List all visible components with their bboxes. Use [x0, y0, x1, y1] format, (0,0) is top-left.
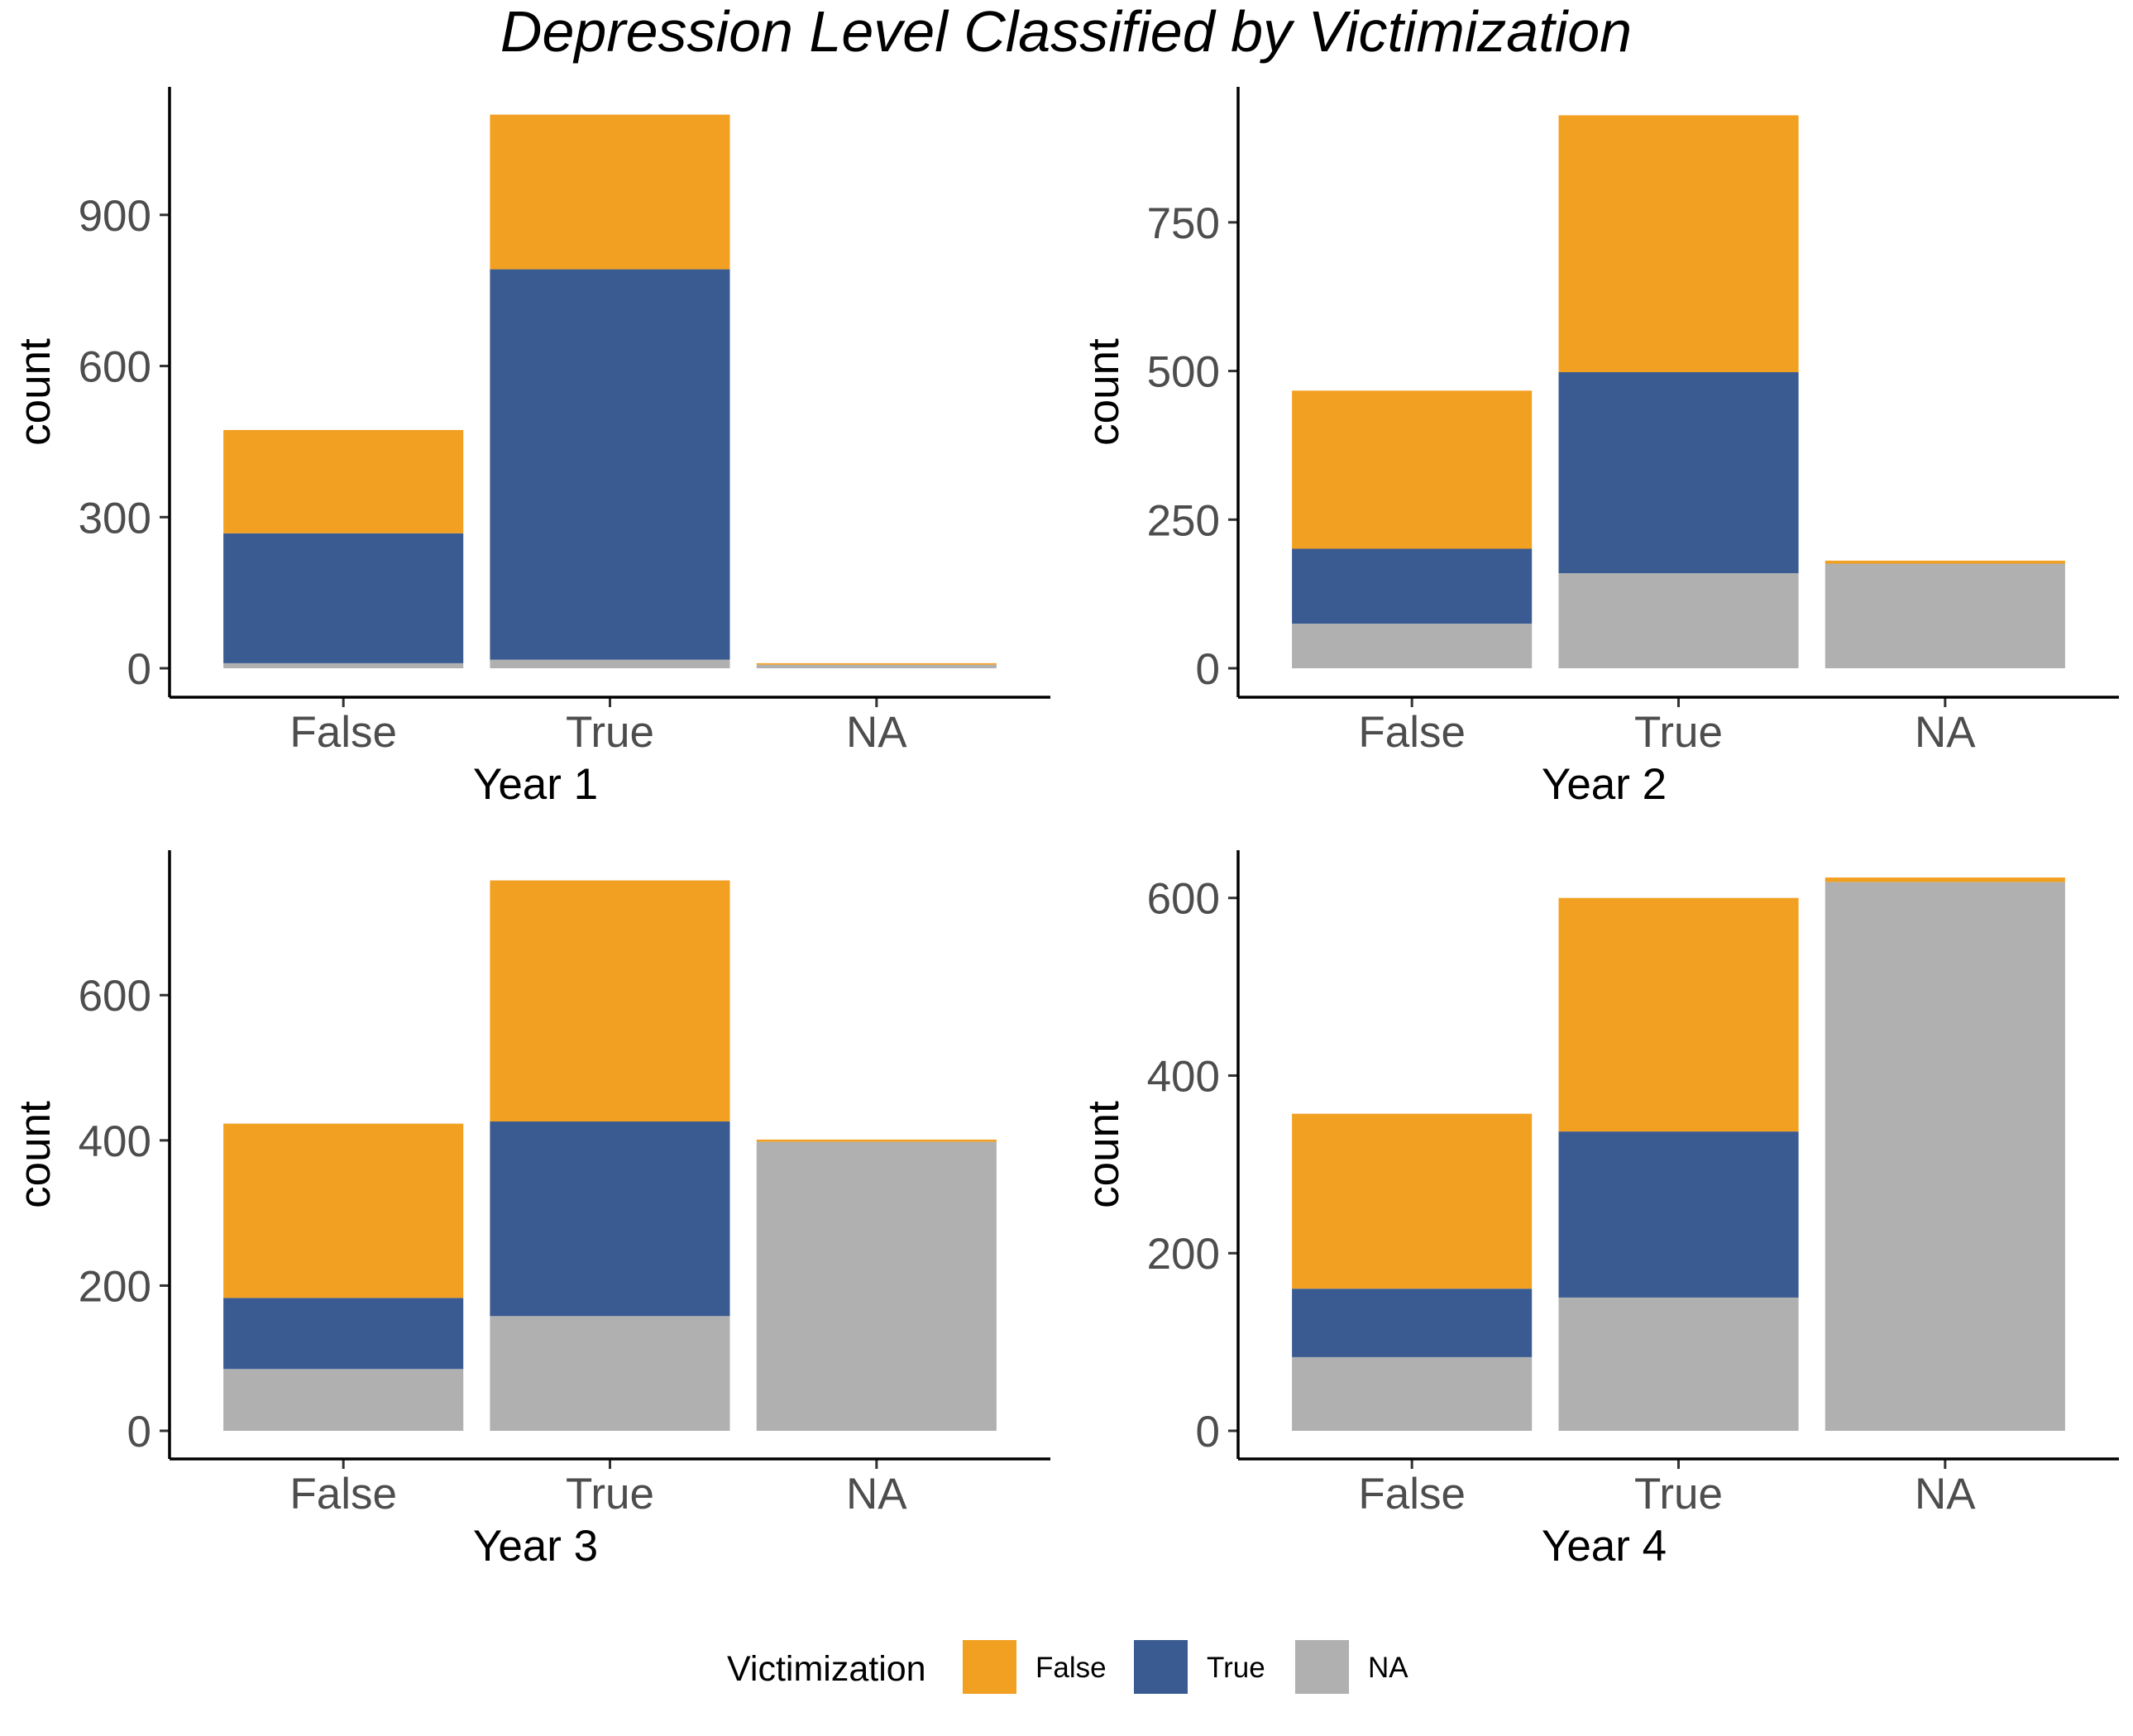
- y-tick-label: 300: [79, 494, 151, 543]
- bar-segment-na-na: [756, 1141, 997, 1431]
- x-tick-label: True: [566, 1470, 654, 1518]
- y-tick-label: 600: [1147, 875, 1220, 924]
- x-axis-title: Year 1: [473, 760, 598, 809]
- panel-2: False True NA 0 250 500 750 count Year 2: [1079, 87, 2119, 809]
- bar-segment-na-na: [1825, 563, 2065, 668]
- y-axis-title: count: [11, 338, 60, 446]
- bar-segment-true-na: [1558, 1297, 1799, 1431]
- chart-panels: False True NA 0 300 600 900 count Year 1 False Tru…: [11, 87, 2119, 1571]
- x-tick-label: False: [289, 1470, 397, 1518]
- y-tick-label: 600: [79, 343, 151, 392]
- bar-segment-false-true: [223, 533, 464, 663]
- bar-segment-false-true: [1292, 548, 1533, 624]
- x-tick-label: True: [566, 708, 654, 757]
- bar-segment-false-false: [1292, 390, 1533, 549]
- y-tick-label: 750: [1147, 199, 1220, 248]
- bar-segment-true-true: [1558, 1131, 1799, 1298]
- y-axis-title: count: [1079, 338, 1128, 446]
- bar-segment-na-na: [756, 664, 997, 668]
- y-tick-label: 200: [79, 1262, 151, 1311]
- bar-segment-true-false: [490, 880, 730, 1121]
- y-tick-label: 250: [1147, 496, 1220, 545]
- x-tick-label: NA: [846, 1470, 907, 1518]
- legend-key-false: [963, 1640, 1016, 1694]
- legend-label-true: True: [1207, 1652, 1265, 1684]
- x-tick-label: False: [289, 708, 397, 757]
- legend-key-na: [1295, 1640, 1349, 1694]
- x-tick-label: True: [1634, 708, 1723, 757]
- y-axis-title: count: [1079, 1101, 1128, 1208]
- bar-segment-na-false: [756, 662, 997, 665]
- bar-segment-false-na: [223, 1369, 464, 1431]
- legend-title: Victimization: [727, 1649, 926, 1689]
- bar-segment-na-false: [1825, 878, 2065, 882]
- bar-segment-true-true: [490, 269, 730, 660]
- y-tick-label: 900: [79, 192, 151, 241]
- x-axis-title: Year 2: [1542, 760, 1667, 809]
- legend-label-false: False: [1035, 1652, 1107, 1684]
- bar-segment-true-na: [490, 659, 730, 668]
- bar-segment-true-na: [490, 1316, 730, 1431]
- chart-title: Depression Level Classified by Victimiza…: [500, 0, 1632, 64]
- y-tick-label: 200: [1147, 1230, 1220, 1279]
- y-tick-label: 400: [79, 1117, 151, 1166]
- x-axis-title: Year 4: [1542, 1522, 1667, 1571]
- x-tick-label: True: [1634, 1470, 1723, 1518]
- x-tick-label: NA: [1915, 708, 1976, 757]
- y-tick-label: 0: [127, 1408, 151, 1456]
- legend-label-na: NA: [1368, 1652, 1408, 1684]
- bar-segment-true-true: [490, 1121, 730, 1317]
- bar-segment-na-na: [1825, 882, 2065, 1431]
- y-tick-label: 600: [79, 972, 151, 1021]
- bar-segment-na-false: [756, 1139, 997, 1142]
- bar-segment-true-false: [1558, 897, 1799, 1132]
- bar-segment-false-na: [223, 662, 464, 668]
- legend-key-true: [1134, 1640, 1188, 1694]
- bar-segment-false-true: [223, 1298, 464, 1370]
- bar-segment-false-false: [1292, 1113, 1533, 1289]
- bar-segment-true-true: [1558, 372, 1799, 573]
- x-tick-label: NA: [1915, 1470, 1976, 1518]
- bar-segment-false-false: [223, 429, 464, 533]
- x-axis-title: Year 3: [473, 1522, 598, 1571]
- panel-1: False True NA 0 300 600 900 count Year 1: [11, 87, 1050, 809]
- x-tick-label: False: [1358, 708, 1466, 757]
- y-axis-title: count: [11, 1101, 60, 1208]
- y-tick-label: 500: [1147, 348, 1220, 397]
- panel-4: False True NA 0 200 400 600 count Year 4: [1079, 850, 2119, 1571]
- x-tick-label: NA: [846, 708, 907, 757]
- bar-segment-true-false: [1558, 115, 1799, 372]
- bar-segment-na-false: [1825, 560, 2065, 564]
- x-tick-label: False: [1358, 1470, 1466, 1518]
- y-tick-label: 400: [1147, 1052, 1220, 1101]
- panel-3: False True NA 0 200 400 600 count Year 3: [11, 850, 1050, 1571]
- bar-segment-true-na: [1558, 573, 1799, 668]
- y-tick-label: 0: [127, 645, 151, 694]
- bar-segment-false-na: [1292, 1356, 1533, 1431]
- bar-segment-true-false: [490, 114, 730, 270]
- bar-segment-false-true: [1292, 1289, 1533, 1357]
- y-tick-label: 0: [1196, 1408, 1220, 1456]
- legend: Victimization False True NA: [727, 1640, 1408, 1694]
- bar-segment-false-na: [1292, 624, 1533, 668]
- bar-segment-false-false: [223, 1123, 464, 1298]
- y-tick-label: 0: [1196, 645, 1220, 694]
